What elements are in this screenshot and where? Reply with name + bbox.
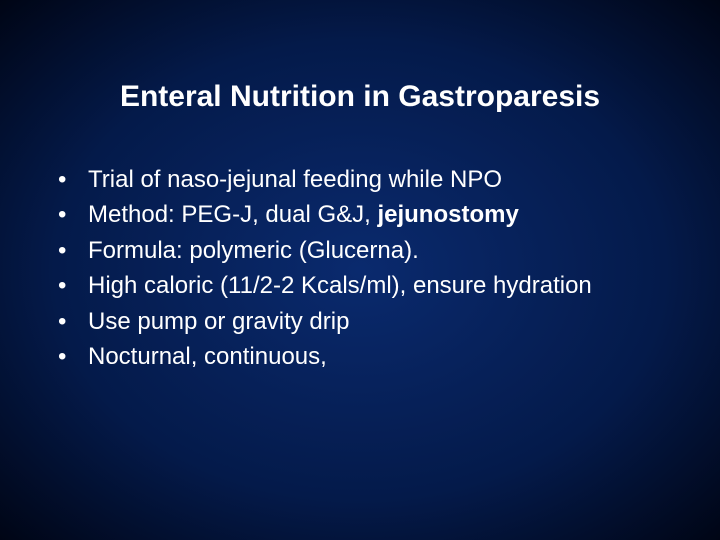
bullet-item: Nocturnal, continuous, xyxy=(50,341,670,373)
bullet-item: Trial of naso-jejunal feeding while NPO xyxy=(50,164,670,196)
bullet-text: Nocturnal, continuous, xyxy=(88,343,327,370)
bullet-list: Trial of naso-jejunal feeding while NPO … xyxy=(50,164,670,373)
bullet-text: Use pump or gravity drip xyxy=(88,308,349,335)
bullet-text-bold: jejunostomy xyxy=(377,201,518,228)
bullet-item: High caloric (11/2-2 Kcals/ml), ensure h… xyxy=(50,270,670,302)
slide: Enteral Nutrition in Gastroparesis Trial… xyxy=(0,0,720,540)
bullet-item: Formula: polymeric (Glucerna). xyxy=(50,235,670,267)
bullet-item: Use pump or gravity drip xyxy=(50,306,670,338)
bullet-text-prefix: Method: PEG-J, dual G&J, xyxy=(88,201,377,228)
bullet-text: Formula: polymeric (Glucerna). xyxy=(88,237,419,264)
slide-title: Enteral Nutrition in Gastroparesis xyxy=(50,80,670,114)
bullet-item: Method: PEG-J, dual G&J, jejunostomy xyxy=(50,199,670,231)
bullet-text: High caloric (11/2-2 Kcals/ml), ensure h… xyxy=(88,272,592,299)
bullet-text: Trial of naso-jejunal feeding while NPO xyxy=(88,166,502,193)
